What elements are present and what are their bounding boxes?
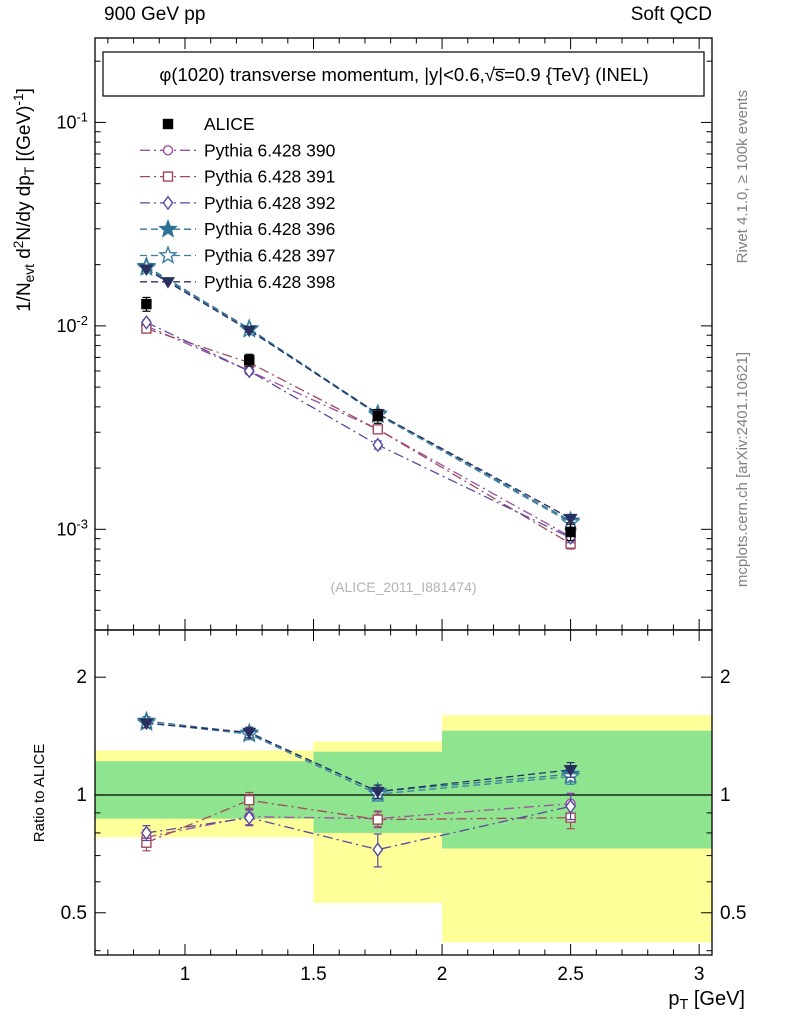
x-tick-label: 3	[694, 964, 705, 985]
rivet-version-label: Rivet 4.1.0, ≥ 100k events	[734, 90, 751, 264]
data-point-marker	[162, 171, 174, 182]
ratio-panel-frame	[94, 629, 713, 956]
series-lines	[146, 265, 571, 851]
axis-ticks	[95, 38, 712, 955]
data-point-marker	[158, 245, 178, 264]
ratio-tick-label-left: 1	[76, 785, 87, 806]
data-point-marker	[161, 277, 175, 289]
series-ratio-line	[146, 805, 571, 851]
legend-label: Pythia 6.428 398	[204, 272, 335, 292]
data-point-marker	[141, 298, 152, 310]
series-line	[146, 327, 571, 545]
series-ratio-line	[146, 720, 571, 793]
data-point-marker	[243, 810, 255, 826]
ratio-tick-label-right: 1	[720, 785, 731, 806]
legend-label: Pythia 6.428 390	[204, 140, 336, 160]
legend-label: Pythia 6.428 391	[204, 167, 335, 187]
data-point-marker	[140, 315, 152, 330]
y-axis-title: 1/Nevt d2N/dy dpT [(GeV)-1]	[11, 88, 37, 312]
data-point-marker	[139, 718, 154, 731]
data-point-marker	[244, 794, 255, 806]
x-tick-label: 1	[180, 964, 191, 985]
x-axis-title: pT [GeV]	[668, 988, 745, 1013]
data-point-marker	[242, 325, 257, 338]
legend-label: ALICE	[204, 114, 255, 134]
series-ratio-line	[146, 722, 571, 793]
series-line	[146, 265, 571, 522]
ratio-tick-label-right: 2	[720, 667, 731, 688]
series-line	[146, 268, 571, 520]
x-tick-label: 1.5	[300, 964, 326, 985]
ratio-axis-title: Ratio to ALICE	[31, 744, 48, 842]
main-panel-frame	[94, 37, 713, 631]
analysis-id-watermark: (ALICE_2011_I881474)	[330, 579, 477, 595]
data-point-marker	[372, 842, 384, 858]
series-ratio-line	[146, 799, 571, 844]
beam-energy-label: 900 GeV pp	[104, 4, 206, 25]
green-uncertainty-band	[442, 730, 712, 849]
data-point-marker	[158, 218, 178, 238]
process-group-label: Soft QCD	[630, 4, 712, 25]
series-points-alice	[141, 296, 576, 542]
legend-label: Pythia 6.428 397	[204, 246, 335, 266]
y-tick-label: 10-3	[56, 516, 88, 539]
mcplots-attribution-label: mcplots.cern.ch [arXiv:2401.10621]	[734, 352, 751, 588]
data-point-marker	[565, 526, 576, 538]
legend-label: Pythia 6.428 392	[204, 193, 335, 213]
data-point-marker	[372, 437, 384, 453]
data-point-marker	[162, 195, 174, 211]
data-point-marker	[372, 424, 383, 435]
series-line	[146, 321, 571, 539]
data-point-marker	[372, 410, 383, 422]
ratio-tick-label-left: 0.5	[61, 903, 87, 924]
series-ratio-line	[146, 803, 571, 838]
y-tick-label: 10-1	[56, 109, 88, 132]
data-point-marker	[372, 814, 383, 825]
series-line	[146, 267, 571, 524]
series-line	[146, 325, 571, 538]
y-tick-label: 10-2	[56, 313, 88, 336]
legend: ALICE Pythia 6.428 390 Pythia 6.428 391 Pyt…	[140, 114, 336, 292]
ratio-tick-label-left: 2	[76, 667, 87, 688]
data-point-marker	[242, 727, 257, 740]
data-point-marker	[565, 799, 577, 814]
data-point-marker	[140, 825, 152, 841]
x-tick-label: 2	[437, 964, 448, 985]
data-point-marker	[244, 354, 255, 366]
ratio-tick-label-right: 0.5	[720, 903, 746, 924]
plot-title: φ(1020) transverse momentum, |y|<0.6,√s̅…	[159, 64, 648, 85]
plot-title-box	[102, 51, 705, 97]
data-point-marker	[563, 765, 578, 777]
green-uncertainty-band	[95, 761, 314, 819]
data-point-marker	[370, 786, 385, 799]
data-point-marker	[162, 118, 174, 130]
legend-label: Pythia 6.428 396	[204, 219, 335, 239]
series-ratio-line	[146, 722, 571, 795]
x-tick-label: 2.5	[557, 964, 583, 985]
data-point-marker	[139, 264, 154, 277]
data-point-marker	[563, 513, 578, 526]
data-point-marker	[243, 363, 255, 379]
data-point-marker	[162, 145, 174, 156]
axis-labels: 1 1.5 2 2.5 3 10-1 10-2 10-3 2 2 1 1 0.5 0.5 pT [GeV] 1…	[11, 88, 746, 1013]
